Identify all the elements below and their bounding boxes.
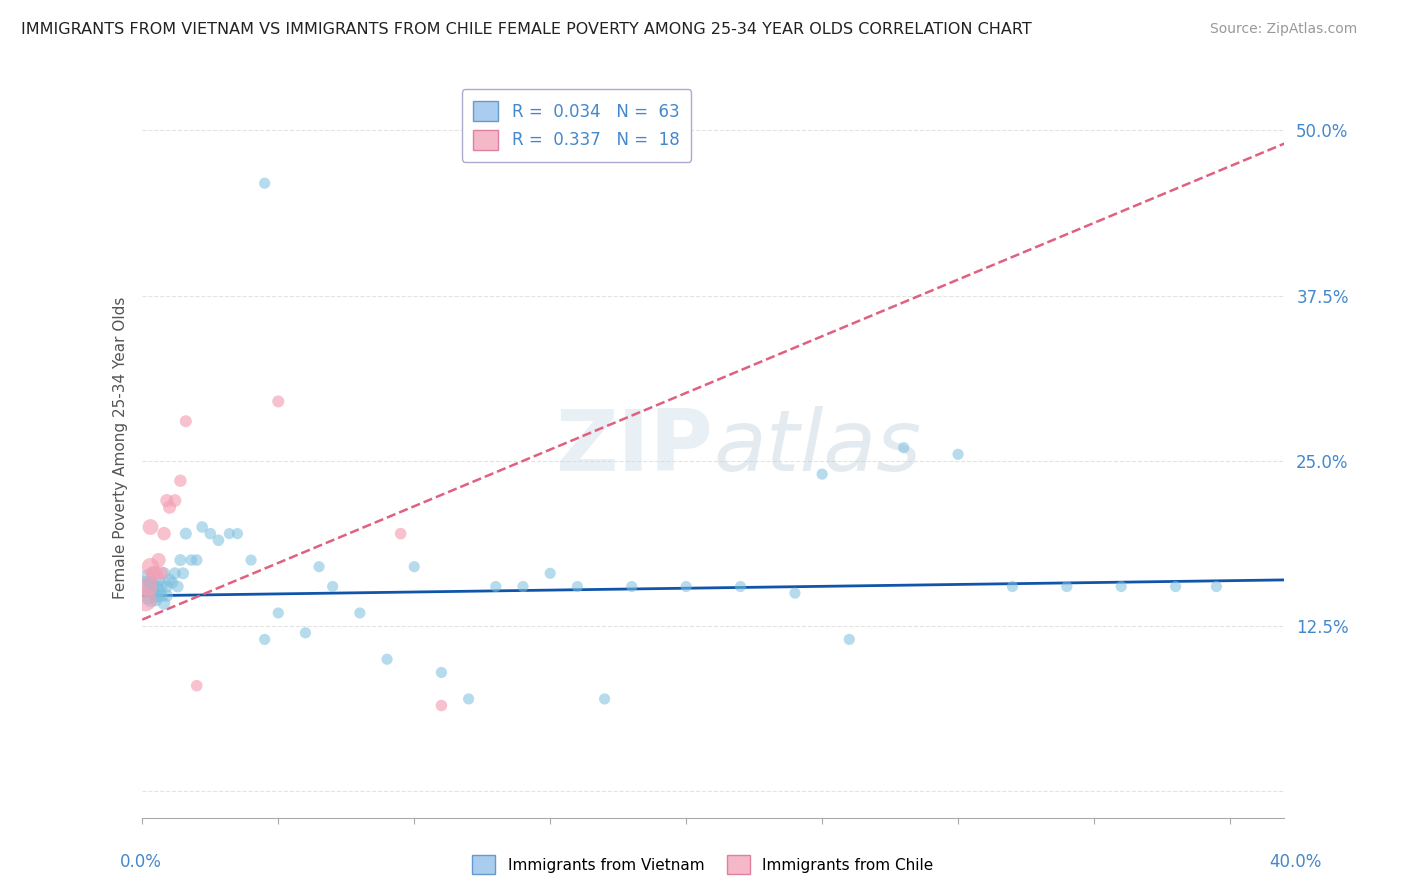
Point [142,566,165,581]
Point [145,566,167,581]
Point [253,632,276,647]
Point [172,566,194,581]
Point [156,580,179,594]
Point [267,606,290,620]
Point [153,597,176,611]
Point [145,580,167,594]
Text: ZIP: ZIP [555,406,713,489]
Point [1056,580,1078,594]
Point [180,553,202,567]
Point [253,176,276,190]
Point [186,553,208,567]
Point [159,500,181,515]
Point [322,580,344,594]
Point [159,573,181,587]
Point [142,586,165,600]
Point [139,592,162,607]
Point [200,526,222,541]
Point [218,526,240,541]
Point [1205,580,1227,594]
Point [375,652,398,666]
Point [620,580,643,594]
Point [150,580,173,594]
Text: IMMIGRANTS FROM VIETNAM VS IMMIGRANTS FROM CHILE FEMALE POVERTY AMONG 25-34 YEAR: IMMIGRANTS FROM VIETNAM VS IMMIGRANTS FR… [21,22,1032,37]
Legend: Immigrants from Vietnam, Immigrants from Chile: Immigrants from Vietnam, Immigrants from… [467,849,939,880]
Point [169,474,191,488]
Point [485,580,508,594]
Point [156,493,179,508]
Y-axis label: Female Poverty Among 25-34 Year Olds: Female Poverty Among 25-34 Year Olds [114,296,128,599]
Text: Source: ZipAtlas.com: Source: ZipAtlas.com [1209,22,1357,37]
Point [207,533,229,548]
Point [163,493,186,508]
Point [1164,580,1187,594]
Point [675,580,697,594]
Point [150,566,173,581]
Point [174,414,197,428]
Point [226,526,249,541]
Text: atlas: atlas [713,406,921,489]
Point [174,526,197,541]
Point [145,589,167,603]
Point [169,553,191,567]
Point [538,566,561,581]
Point [150,589,173,603]
Point [139,559,162,574]
Point [153,566,176,581]
Point [156,589,179,603]
Legend: R =  0.034   N =  63, R =  0.337   N =  18: R = 0.034 N = 63, R = 0.337 N = 18 [461,89,690,161]
Point [404,559,426,574]
Point [142,566,165,581]
Point [1109,580,1132,594]
Point [186,679,208,693]
Point [136,570,159,584]
Point [145,592,167,607]
Point [430,698,453,713]
Point [163,566,186,581]
Point [811,467,834,482]
Point [139,520,162,534]
Point [139,575,162,590]
Point [457,692,479,706]
Point [166,580,188,594]
Point [567,580,589,594]
Point [148,553,170,567]
Point [783,586,806,600]
Text: 40.0%: 40.0% [1270,853,1322,871]
Point [308,559,330,574]
Point [294,625,316,640]
Point [893,441,915,455]
Point [1001,580,1024,594]
Point [148,583,170,598]
Point [946,447,969,461]
Point [593,692,616,706]
Point [136,589,159,603]
Point [148,573,170,587]
Point [134,580,156,594]
Point [139,580,162,594]
Point [730,580,752,594]
Point [160,575,183,590]
Point [838,632,860,647]
Point [240,553,263,567]
Point [134,592,156,607]
Text: 0.0%: 0.0% [120,853,162,871]
Point [349,606,371,620]
Point [512,580,534,594]
Point [136,580,159,594]
Point [430,665,453,680]
Point [153,526,176,541]
Point [389,526,412,541]
Point [267,394,290,409]
Point [191,520,214,534]
